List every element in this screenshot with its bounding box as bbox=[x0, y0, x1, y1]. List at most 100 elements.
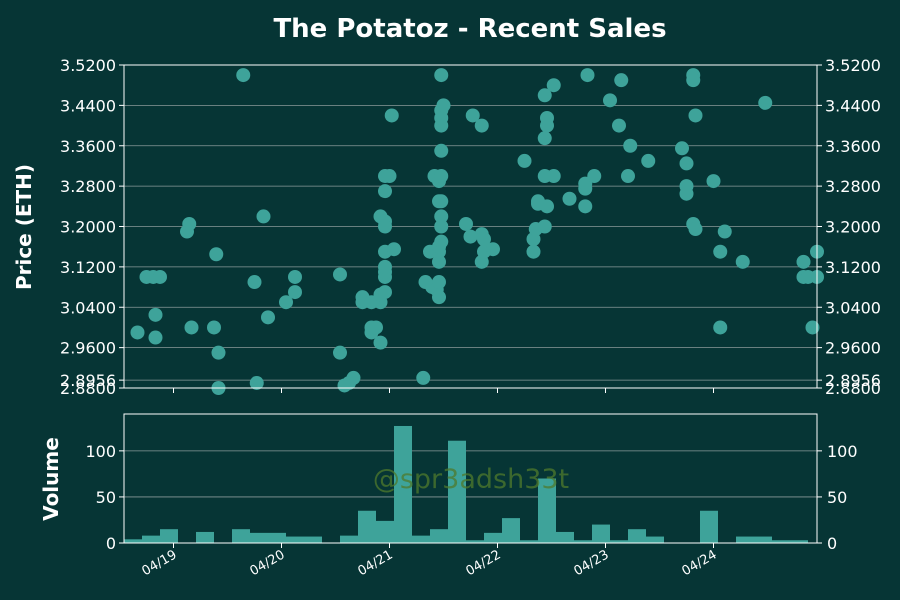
price-point bbox=[130, 325, 145, 340]
price-point bbox=[641, 153, 656, 168]
price-point bbox=[612, 118, 626, 133]
price-point bbox=[247, 275, 262, 290]
x-tick-label: 04/20 bbox=[248, 547, 288, 579]
price-point bbox=[434, 219, 449, 234]
price-point bbox=[735, 254, 750, 269]
price-point bbox=[382, 169, 397, 184]
price-point bbox=[184, 320, 199, 335]
price-point bbox=[675, 141, 689, 156]
volume-bar bbox=[340, 535, 358, 543]
price-point bbox=[207, 320, 221, 335]
price-point bbox=[416, 370, 431, 385]
volume-bar bbox=[592, 524, 610, 543]
price-y-tick-label: 2.9600 bbox=[825, 339, 881, 358]
price-point bbox=[333, 345, 347, 360]
price-point bbox=[432, 290, 446, 305]
volume-bar bbox=[448, 440, 466, 543]
price-y-tick-label: 2.8800 bbox=[60, 379, 116, 398]
price-point bbox=[236, 68, 251, 83]
price-point bbox=[346, 370, 361, 385]
x-tick-label: 04/19 bbox=[140, 547, 180, 579]
price-y-tick-label: 3.4400 bbox=[60, 96, 116, 115]
volume-bar bbox=[304, 536, 322, 543]
price-point bbox=[526, 244, 541, 259]
price-point bbox=[378, 285, 392, 300]
x-tick-label: 04/23 bbox=[572, 547, 612, 579]
price-point bbox=[679, 156, 694, 171]
price-point bbox=[288, 269, 302, 284]
price-point bbox=[279, 295, 293, 310]
price-point bbox=[603, 93, 617, 108]
price-y-tick-label: 2.8956 bbox=[60, 371, 116, 390]
volume-bar bbox=[250, 532, 268, 543]
price-point bbox=[546, 169, 561, 184]
price-point bbox=[463, 229, 478, 244]
price-point bbox=[378, 259, 392, 274]
price-y-tick-label: 3.2800 bbox=[825, 177, 881, 196]
price-point bbox=[474, 118, 489, 133]
volume-panel-frame bbox=[123, 413, 818, 544]
price-y-tick-label: 3.3600 bbox=[825, 137, 881, 156]
price-point bbox=[211, 345, 226, 360]
price-point bbox=[153, 269, 167, 284]
price-point bbox=[540, 199, 554, 214]
volume-bar bbox=[358, 510, 376, 543]
x-tick-label: 04/21 bbox=[356, 547, 396, 579]
price-point bbox=[713, 244, 728, 259]
volume-bar bbox=[574, 540, 592, 543]
watermark: @spr3adsh33t bbox=[373, 464, 569, 495]
x-tick-label: 04/24 bbox=[680, 547, 720, 579]
price-y-tick-label: 3.5200 bbox=[825, 56, 881, 75]
price-point bbox=[373, 335, 388, 350]
price-point bbox=[679, 186, 694, 201]
volume-bar bbox=[412, 535, 430, 543]
volume-bar bbox=[232, 529, 250, 543]
price-y-tick-label: 3.2000 bbox=[60, 218, 116, 237]
price-point bbox=[288, 285, 302, 300]
volume-bar bbox=[430, 529, 448, 543]
volume-y-tick-label: 100 bbox=[827, 442, 858, 461]
price-y-tick-label: 2.8800 bbox=[825, 379, 881, 398]
price-point bbox=[378, 184, 392, 199]
volume-x-ticks: 04/19 04/20 04/21 04/22 04/23 04/24 bbox=[140, 543, 720, 579]
volume-bar bbox=[502, 518, 520, 543]
price-y-tick-label: 3.2000 bbox=[825, 218, 881, 237]
volume-bar bbox=[160, 529, 178, 543]
price-point bbox=[434, 234, 449, 249]
price-panel: 2.88002.89562.96003.04003.12003.20003.28… bbox=[12, 56, 881, 398]
volume-bar bbox=[376, 520, 394, 543]
price-point bbox=[432, 254, 446, 269]
volume-bar bbox=[646, 536, 664, 543]
volume-y-axis-label: Volume bbox=[39, 437, 63, 521]
volume-y-ticks-left: 0 50 100 bbox=[85, 442, 124, 553]
price-point bbox=[796, 254, 811, 269]
price-point bbox=[434, 143, 449, 158]
price-point bbox=[580, 68, 595, 83]
price-point bbox=[717, 224, 732, 239]
price-y-tick-label: 3.0400 bbox=[60, 298, 116, 317]
volume-bar bbox=[538, 478, 556, 543]
volume-bar bbox=[196, 531, 214, 543]
volume-bar bbox=[268, 532, 286, 543]
price-point bbox=[333, 267, 347, 282]
price-point bbox=[517, 153, 532, 168]
price-point bbox=[148, 330, 163, 345]
volume-bar bbox=[520, 540, 538, 543]
volume-bar bbox=[754, 536, 772, 543]
price-point bbox=[486, 242, 500, 257]
price-y-tick-label: 3.0400 bbox=[825, 298, 881, 317]
price-point bbox=[261, 310, 275, 325]
price-y-tick-label: 3.1200 bbox=[825, 258, 881, 277]
price-point bbox=[434, 169, 449, 184]
price-y-tick-label: 2.9600 bbox=[60, 339, 116, 358]
volume-gridlines bbox=[124, 450, 817, 498]
volume-bar bbox=[628, 529, 646, 543]
price-point bbox=[805, 320, 820, 335]
volume-y-tick-label: 0 bbox=[827, 534, 837, 553]
price-point bbox=[369, 320, 383, 335]
price-point bbox=[434, 209, 449, 224]
price-y-tick-label: 3.4400 bbox=[825, 96, 881, 115]
volume-bar bbox=[772, 540, 790, 543]
